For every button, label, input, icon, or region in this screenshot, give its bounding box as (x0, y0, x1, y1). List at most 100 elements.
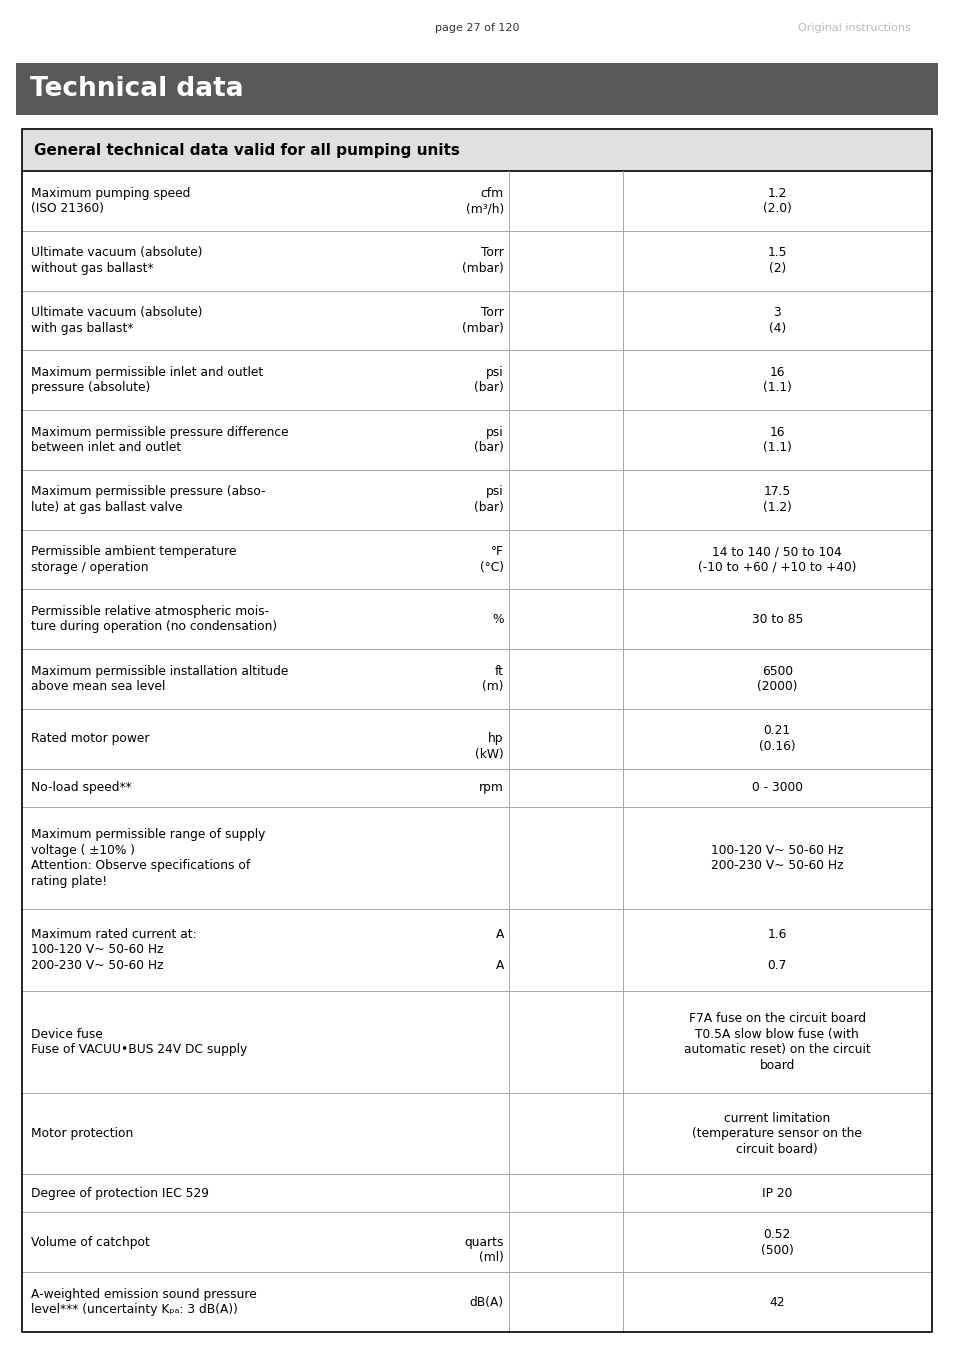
Text: 1.5: 1.5 (767, 247, 786, 259)
Text: psi: psi (486, 425, 503, 439)
Text: %: % (492, 613, 503, 625)
Text: rpm: rpm (478, 782, 503, 794)
Text: voltage ( ±10% ): voltage ( ±10% ) (30, 844, 135, 857)
Text: Maximum rated current at:: Maximum rated current at: (30, 927, 196, 941)
Text: Technical data: Technical data (30, 76, 243, 103)
Text: quarts: quarts (464, 1235, 503, 1249)
Text: 200-230 V~ 50-60 Hz: 200-230 V~ 50-60 Hz (30, 958, 163, 972)
Text: without gas ballast*: without gas ballast* (30, 262, 153, 275)
Text: (2): (2) (768, 262, 785, 275)
Text: Ultimate vacuum (absolute): Ultimate vacuum (absolute) (30, 306, 202, 319)
Text: A-weighted emission sound pressure: A-weighted emission sound pressure (30, 1288, 256, 1301)
Text: Degree of protection IEC 529: Degree of protection IEC 529 (30, 1187, 209, 1200)
Bar (22, 130, 931, 171)
Text: between inlet and outlet: between inlet and outlet (30, 441, 181, 454)
Text: above mean sea level: above mean sea level (30, 680, 165, 693)
Text: (mbar): (mbar) (461, 321, 503, 335)
Text: (-10 to +60 / +10 to +40): (-10 to +60 / +10 to +40) (698, 560, 856, 574)
Bar (16, 63, 937, 115)
Text: Maximum permissible inlet and outlet: Maximum permissible inlet and outlet (30, 366, 263, 379)
Text: 17.5: 17.5 (762, 486, 790, 498)
Text: hp: hp (488, 732, 503, 745)
Text: No-load speed**: No-load speed** (30, 782, 132, 794)
Text: Maximum permissible pressure (abso-: Maximum permissible pressure (abso- (30, 486, 265, 498)
Text: (2000): (2000) (757, 680, 797, 693)
Text: 0.7: 0.7 (767, 958, 786, 972)
Text: (4): (4) (768, 321, 785, 335)
Text: Motor protection: Motor protection (30, 1127, 133, 1139)
Text: psi: psi (486, 486, 503, 498)
Text: cfm: cfm (480, 186, 503, 200)
Text: rating plate!: rating plate! (30, 875, 107, 888)
Text: Permissible ambient temperature: Permissible ambient temperature (30, 545, 236, 558)
Text: Maximum permissible pressure difference: Maximum permissible pressure difference (30, 425, 289, 439)
Text: automatic reset) on the circuit: automatic reset) on the circuit (683, 1044, 870, 1056)
Text: A: A (495, 927, 503, 941)
Text: current limitation: current limitation (723, 1111, 829, 1125)
Text: Ultimate vacuum (absolute): Ultimate vacuum (absolute) (30, 247, 202, 259)
Text: 30 to 85: 30 to 85 (751, 613, 802, 625)
Text: 100-120 V~ 50-60 Hz: 100-120 V~ 50-60 Hz (30, 944, 163, 957)
Text: Torr: Torr (480, 247, 503, 259)
Text: (0.16): (0.16) (759, 740, 795, 753)
Text: (temperature sensor on the: (temperature sensor on the (692, 1127, 862, 1139)
Text: 1.2: 1.2 (767, 186, 786, 200)
Text: ture during operation (no condensation): ture during operation (no condensation) (30, 621, 276, 633)
Text: T0.5A slow blow fuse (with: T0.5A slow blow fuse (with (695, 1027, 859, 1041)
Text: (2.0): (2.0) (762, 202, 791, 215)
Text: 0 - 3000: 0 - 3000 (751, 782, 802, 794)
Text: A: A (495, 958, 503, 972)
Text: (bar): (bar) (474, 382, 503, 394)
Text: board: board (759, 1058, 794, 1072)
Text: °F: °F (491, 545, 503, 558)
Text: (bar): (bar) (474, 441, 503, 454)
Text: (mbar): (mbar) (461, 262, 503, 275)
Text: (500): (500) (760, 1243, 793, 1257)
Text: Maximum permissible range of supply: Maximum permissible range of supply (30, 829, 265, 841)
Text: level*** (uncertainty Kₚₐ: 3 dB(A)): level*** (uncertainty Kₚₐ: 3 dB(A)) (30, 1303, 237, 1316)
Text: F7A fuse on the circuit board: F7A fuse on the circuit board (688, 1012, 865, 1025)
Text: (°C): (°C) (479, 560, 503, 574)
Bar (22, 130, 931, 1332)
Text: 16: 16 (769, 425, 784, 439)
Text: (ISO 21360): (ISO 21360) (30, 202, 104, 215)
Text: psi: psi (486, 366, 503, 379)
Text: Original instructions: Original instructions (797, 23, 909, 32)
Text: 0.52: 0.52 (762, 1228, 790, 1241)
Text: (bar): (bar) (474, 501, 503, 514)
Text: IP 20: IP 20 (761, 1187, 792, 1200)
Text: circuit board): circuit board) (736, 1142, 818, 1156)
Text: 0.21: 0.21 (763, 725, 790, 737)
Text: (m³/h): (m³/h) (465, 202, 503, 215)
Text: pressure (absolute): pressure (absolute) (30, 382, 151, 394)
Text: 1.6: 1.6 (767, 927, 786, 941)
Text: 3: 3 (773, 306, 781, 319)
Text: General technical data valid for all pumping units: General technical data valid for all pum… (34, 143, 459, 158)
Text: Attention: Observe specifications of: Attention: Observe specifications of (30, 860, 250, 872)
Text: dB(A): dB(A) (469, 1296, 503, 1308)
Text: 16: 16 (769, 366, 784, 379)
Text: Maximum pumping speed: Maximum pumping speed (30, 186, 191, 200)
Text: (m): (m) (482, 680, 503, 693)
Text: Rated motor power: Rated motor power (30, 732, 150, 745)
Text: (1.1): (1.1) (762, 441, 791, 454)
Text: lute) at gas ballast valve: lute) at gas ballast valve (30, 501, 182, 514)
Text: (1.2): (1.2) (762, 501, 791, 514)
Text: (1.1): (1.1) (762, 382, 791, 394)
Text: ft: ft (495, 664, 503, 678)
Text: Torr: Torr (480, 306, 503, 319)
Text: 42: 42 (769, 1296, 784, 1308)
Text: 200-230 V~ 50-60 Hz: 200-230 V~ 50-60 Hz (710, 860, 842, 872)
Text: with gas ballast*: with gas ballast* (30, 321, 133, 335)
Text: (kW): (kW) (475, 748, 503, 760)
Text: storage / operation: storage / operation (30, 560, 149, 574)
Text: page 27 of 120: page 27 of 120 (435, 23, 518, 32)
Text: 6500: 6500 (760, 664, 792, 678)
Text: Fuse of VACUU•BUS 24V DC supply: Fuse of VACUU•BUS 24V DC supply (30, 1044, 247, 1056)
Text: Maximum permissible installation altitude: Maximum permissible installation altitud… (30, 664, 288, 678)
Text: (ml): (ml) (478, 1251, 503, 1265)
Text: Device fuse: Device fuse (30, 1027, 103, 1041)
Text: Permissible relative atmospheric mois-: Permissible relative atmospheric mois- (30, 605, 269, 618)
Text: 14 to 140 / 50 to 104: 14 to 140 / 50 to 104 (712, 545, 841, 558)
Text: Volume of catchpot: Volume of catchpot (30, 1235, 150, 1249)
